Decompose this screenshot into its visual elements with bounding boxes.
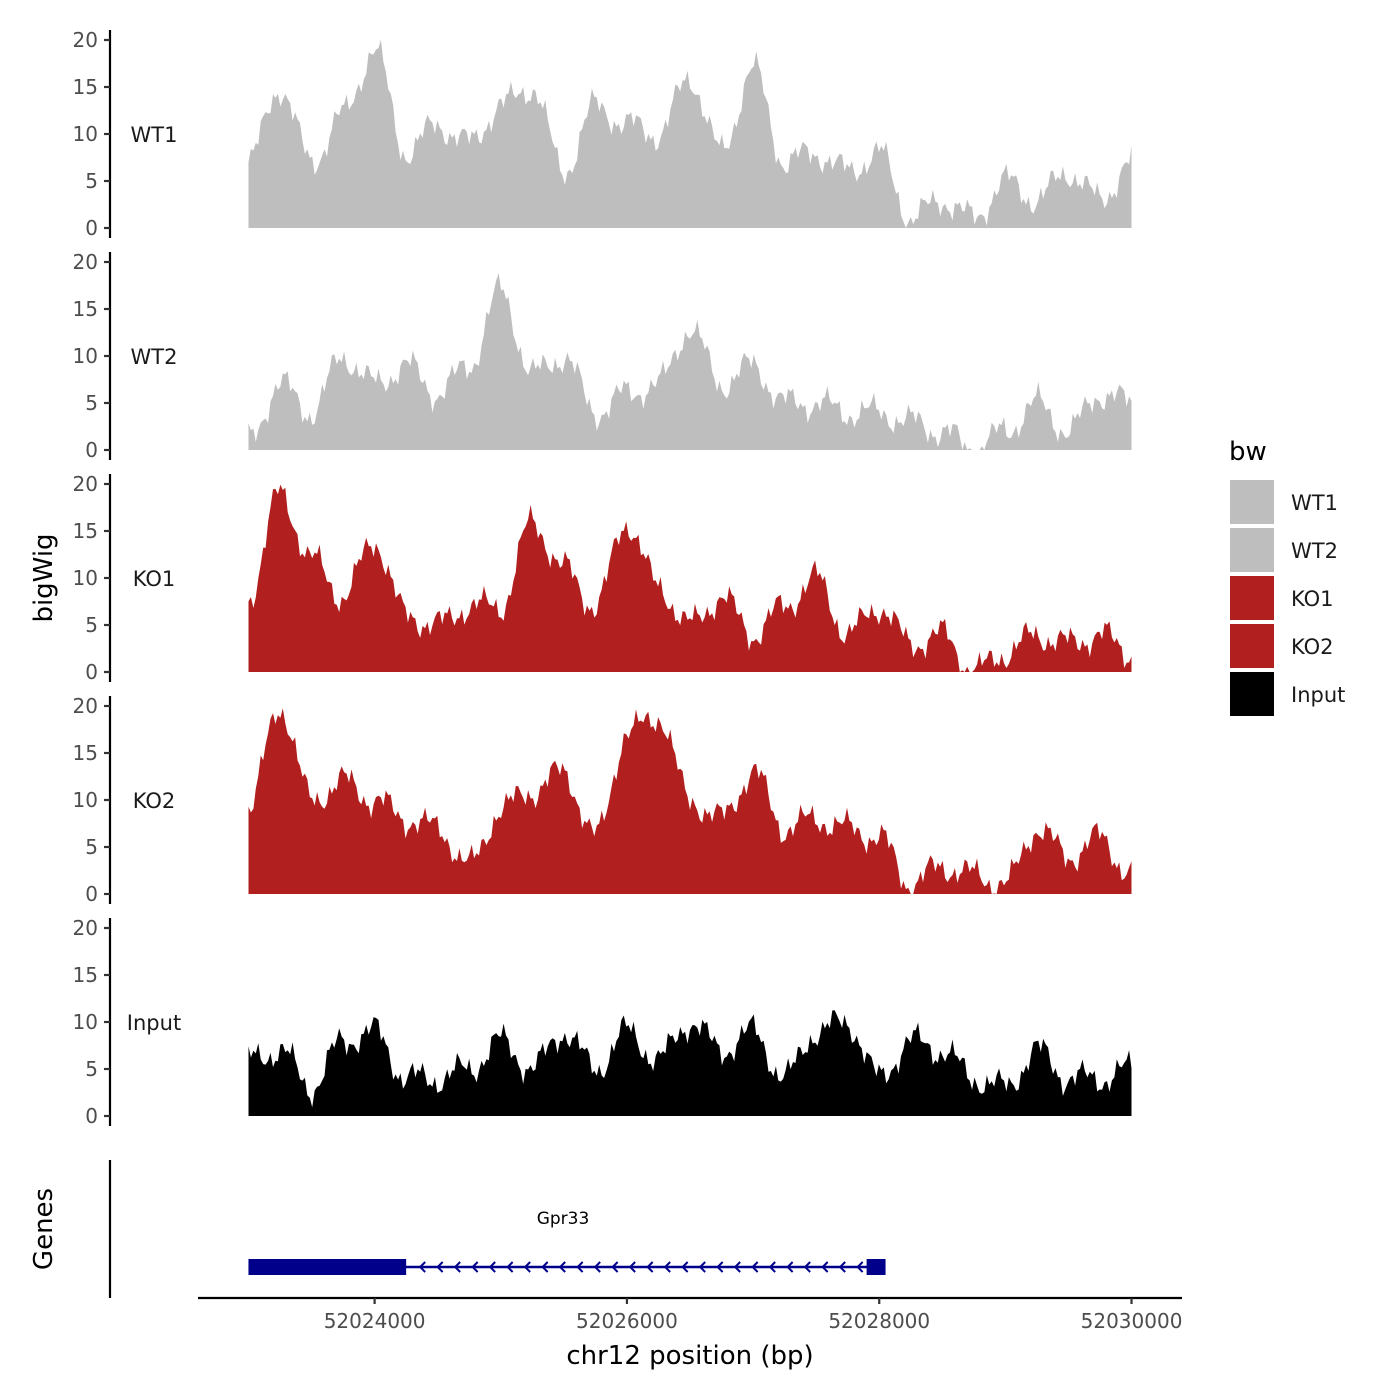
strand-arrow	[611, 1261, 619, 1273]
legend-swatch-wt1	[1230, 480, 1274, 524]
legend-swatch-input	[1230, 672, 1274, 716]
y-tick-label: 20	[73, 472, 98, 496]
x-tick-label: 52028000	[828, 1309, 930, 1333]
y-tick-label: 5	[85, 391, 98, 415]
y-tick-label: 20	[73, 28, 98, 52]
series-area-wt1	[248, 39, 1132, 229]
legend-label-wt1: WT1	[1291, 491, 1338, 515]
strand-arrow	[558, 1261, 566, 1273]
track-wt1: 0 5 10 15 20 WT1	[73, 28, 1132, 240]
track-wt2: 0 5 10 15 20 WT2	[73, 250, 1132, 462]
x-tick-label: 52026000	[576, 1309, 678, 1333]
track-label: WT2	[131, 345, 178, 369]
strand-arrow	[821, 1261, 829, 1273]
bigwig-tracks: 0 5 10 15 20 WT1 0 5 10 15 20 WT2 0 5 10 15 20 KO1 0 5 10 15 2…	[73, 28, 1132, 1128]
strand-arrow	[751, 1261, 759, 1273]
strand-arrow	[733, 1261, 741, 1273]
y-tick-label: 0	[85, 438, 98, 462]
strand-arrow	[523, 1261, 531, 1273]
genes-track-title: Genes	[29, 1188, 59, 1270]
y-tick-label: 0	[85, 660, 98, 684]
y-axis-title: bigWig	[29, 533, 59, 622]
track-label: Input	[127, 1011, 181, 1035]
y-tick-label: 15	[73, 741, 98, 765]
y-tick-label: 15	[73, 75, 98, 99]
legend-label-ko2: KO2	[1291, 635, 1334, 659]
track-ko1: 0 5 10 15 20 KO1	[73, 472, 1132, 684]
strand-arrow	[838, 1261, 846, 1273]
y-tick-label: 15	[73, 519, 98, 543]
strand-arrow	[418, 1261, 426, 1273]
strand-arrow	[803, 1261, 811, 1273]
x-tick-label: 52024000	[324, 1309, 426, 1333]
genes-panel: Genes Gpr33	[29, 1160, 886, 1298]
y-tick-label: 5	[85, 169, 98, 193]
strand-arrow	[663, 1261, 671, 1273]
legend-swatch-wt2	[1230, 528, 1274, 572]
series-area-ko2	[248, 708, 1132, 894]
strand-arrow	[471, 1261, 479, 1273]
series-area-wt2	[248, 273, 1132, 450]
strand-arrow	[646, 1261, 654, 1273]
x-tick-label: 52030000	[1081, 1309, 1183, 1333]
series-area-ko1	[248, 484, 1132, 672]
series-area-input	[248, 1010, 1132, 1116]
y-tick-label: 10	[73, 344, 98, 368]
y-tick-label: 15	[73, 963, 98, 987]
strand-arrow	[576, 1261, 584, 1273]
strand-arrow	[453, 1261, 461, 1273]
track-input: 0 5 10 15 20 Input	[73, 916, 1132, 1128]
strand-arrow	[541, 1261, 549, 1273]
strand-arrow	[698, 1261, 706, 1273]
track-ko2: 0 5 10 15 20 KO2	[73, 694, 1132, 906]
y-tick-label: 10	[73, 788, 98, 812]
y-tick-label: 10	[73, 566, 98, 590]
strand-arrow	[768, 1261, 776, 1273]
strand-arrow	[488, 1261, 496, 1273]
strand-arrow	[628, 1261, 636, 1273]
legend: bw WT1 WT2 KO1 KO2 Input	[1229, 437, 1345, 716]
strand-arrow	[856, 1261, 864, 1273]
y-tick-label: 0	[85, 1104, 98, 1128]
y-tick-label: 15	[73, 297, 98, 321]
strand-arrow	[681, 1261, 689, 1273]
legend-label-input: Input	[1291, 683, 1345, 707]
strand-arrow	[436, 1261, 444, 1273]
legend-label-ko1: KO1	[1291, 587, 1334, 611]
x-axis: 52024000 52026000 52028000 52030000	[198, 1296, 1183, 1333]
gene-name-label: Gpr33	[537, 1209, 590, 1229]
y-tick-label: 5	[85, 835, 98, 859]
y-tick-label: 0	[85, 216, 98, 240]
legend-swatch-ko1	[1230, 576, 1274, 620]
y-tick-label: 0	[85, 882, 98, 906]
track-label: KO2	[133, 789, 176, 813]
gene-exon	[866, 1259, 886, 1275]
track-label: WT1	[131, 123, 178, 147]
x-axis-title: chr12 position (bp)	[566, 1341, 813, 1371]
y-tick-label: 10	[73, 1010, 98, 1034]
y-tick-label: 20	[73, 694, 98, 718]
legend-title: bw	[1229, 437, 1267, 467]
strand-arrow	[786, 1261, 794, 1273]
legend-label-wt2: WT2	[1291, 539, 1338, 563]
track-label: KO1	[133, 567, 176, 591]
strand-arrow	[593, 1261, 601, 1273]
y-tick-label: 5	[85, 1057, 98, 1081]
y-tick-label: 5	[85, 613, 98, 637]
gene-exon	[248, 1259, 407, 1275]
strand-arrow	[506, 1261, 514, 1273]
strand-arrow	[716, 1261, 724, 1273]
legend-swatch-ko2	[1230, 624, 1274, 668]
y-tick-label: 10	[73, 122, 98, 146]
y-tick-label: 20	[73, 250, 98, 274]
y-tick-label: 20	[73, 916, 98, 940]
